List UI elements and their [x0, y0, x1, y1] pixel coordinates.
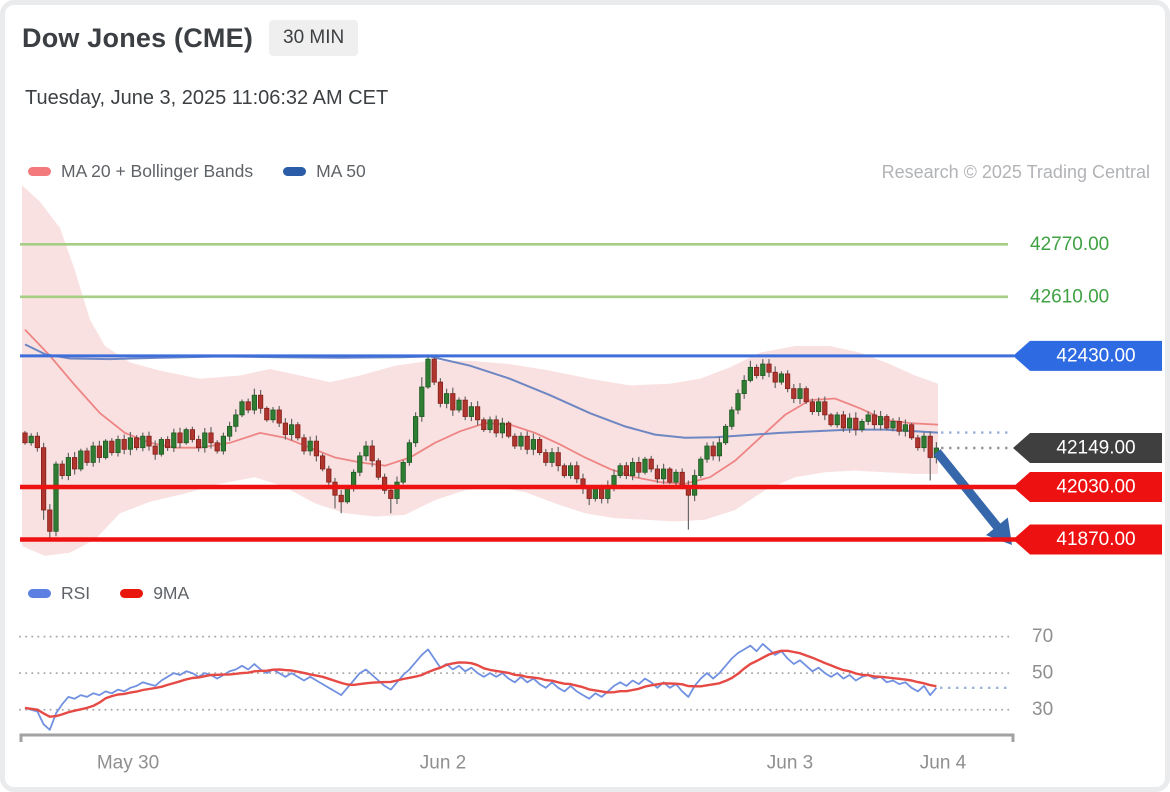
header: Dow Jones (CME) 30 MIN [22, 20, 359, 56]
svg-text:42430.00: 42430.00 [1056, 345, 1135, 366]
svg-text:70: 70 [1032, 626, 1053, 647]
svg-text:42610.00: 42610.00 [1030, 286, 1109, 307]
ma50-legend-swatch-icon [283, 167, 307, 176]
datetime-label: Tuesday, June 3, 2025 11:06:32 AM CET [25, 87, 389, 109]
svg-text:Jun 4: Jun 4 [920, 753, 967, 774]
svg-text:42149.00: 42149.00 [1056, 438, 1135, 459]
svg-text:Jun 2: Jun 2 [420, 753, 466, 774]
rsi-legend-swatch-icon [28, 589, 51, 598]
rsi-legend: RSI 9MA [28, 583, 219, 604]
main-chart-legend: MA 20 + Bollinger Bands MA 50 [28, 161, 396, 182]
svg-text:41870.00: 41870.00 [1056, 529, 1135, 550]
ma50-legend-label: MA 50 [316, 161, 366, 181]
price-chart: 42770.00 42610.00 42430.00 42149.00 42030.00… [20, 185, 1162, 556]
ma20-legend-label: MA 20 + Bollinger Bands [61, 161, 254, 181]
rsi-legend-label: RSI [61, 583, 91, 603]
9ma-legend-label: 9MA [153, 583, 190, 603]
svg-text:50: 50 [1032, 663, 1053, 684]
svg-text:42030.00: 42030.00 [1056, 477, 1135, 498]
svg-text:May 30: May 30 [97, 753, 159, 774]
9ma-legend-swatch-icon [120, 589, 144, 598]
ma20-legend-swatch-icon [28, 167, 51, 176]
svg-text:30: 30 [1032, 699, 1053, 720]
timeframe-badge: 30 MIN [269, 20, 359, 56]
research-credit: Research © 2025 Trading Central [881, 162, 1150, 182]
svg-text:42770.00: 42770.00 [1030, 234, 1109, 255]
rsi-chart: 70 50 30 May 30 Jun 2 Jun 3 Jun 4 [19, 626, 1053, 774]
svg-text:Jun 3: Jun 3 [767, 753, 813, 774]
page-title: Dow Jones (CME) [22, 22, 254, 53]
